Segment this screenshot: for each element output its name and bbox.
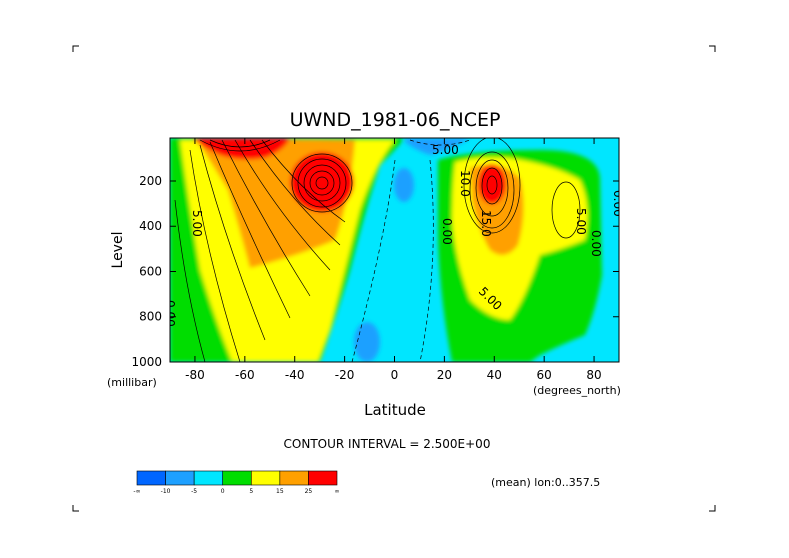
contour-label: 5.00 [432,143,459,157]
contour-label: 0.00 [589,230,603,257]
contour-label: 15.0 [479,210,493,237]
colorbar-swatch [193,470,224,486]
negative-contours [351,139,471,362]
x-tick-label: 0 [391,368,399,382]
y-axis-ticks: 200 400 600 800 1000 [131,174,619,369]
colorbar-label: -5 [191,488,197,495]
x-tick-label: -80 [185,368,205,382]
colorbar: -∞ -10 -5 0 5 15 25 ∞ [133,470,340,495]
y-tick-label: 200 [139,174,162,188]
colorbar-label: 0 [221,488,225,495]
x-tick-label: -60 [235,368,255,382]
colorbar-swatch [136,470,166,486]
subtitle-mean-lon: (mean) lon:0..357.5 [491,476,600,489]
contour-label: 0.00 [440,218,454,245]
colorbar-label: 15 [276,488,284,495]
x-tick-label: -40 [285,368,305,382]
contour-label: 5.00 [574,208,588,235]
x-tick-label: 40 [487,368,502,382]
x-tick-label: 80 [586,368,601,382]
corner-marks [72,45,716,512]
colorbar-label: ∞ [335,488,340,495]
contour-label: 0.00 [611,190,625,217]
contour-label: 0.00 [163,300,177,327]
colorbar-label: 25 [305,488,313,495]
y-tick-label: 400 [139,219,162,233]
colorbar-label: -10 [161,488,171,495]
y-tick-label: 800 [139,310,162,324]
contour-lines [174,138,581,362]
x-axis-units: (degrees_north) [533,384,621,397]
y-axis-units: (millibar) [107,376,157,389]
colorbar-label: -∞ [133,488,140,495]
contour-label: 5.00 [190,210,204,237]
x-axis-ticks: -80 -60 -40 -20 0 20 40 60 80 [185,138,602,382]
contour-label: 10.0 [458,170,472,197]
x-tick-label: 20 [437,368,452,382]
y-tick-label: 600 [139,264,162,278]
plot-area: 5.00 0.00 5.00 10.0 15.0 0.00 5.00 0.00 … [163,138,625,362]
contour-interval-note: CONTOUR INTERVAL = 2.500E+00 [284,437,491,451]
colorbar-label: 5 [249,488,253,495]
colorbar-swatch [165,470,195,486]
colorbar-swatch [222,470,252,486]
x-axis-label: Latitude [364,401,426,419]
chart-title: UWND_1981-06_NCEP [290,109,501,131]
colorbar-swatch [308,470,338,486]
contour-labels: 5.00 0.00 5.00 10.0 15.0 0.00 5.00 0.00 … [163,143,625,327]
x-tick-label: 60 [537,368,552,382]
y-tick-label: 1000 [131,355,162,369]
colorbar-swatch [250,470,281,486]
x-tick-label: -20 [335,368,355,382]
y-axis-label: Level [110,232,126,269]
colorbar-swatch [279,470,309,486]
